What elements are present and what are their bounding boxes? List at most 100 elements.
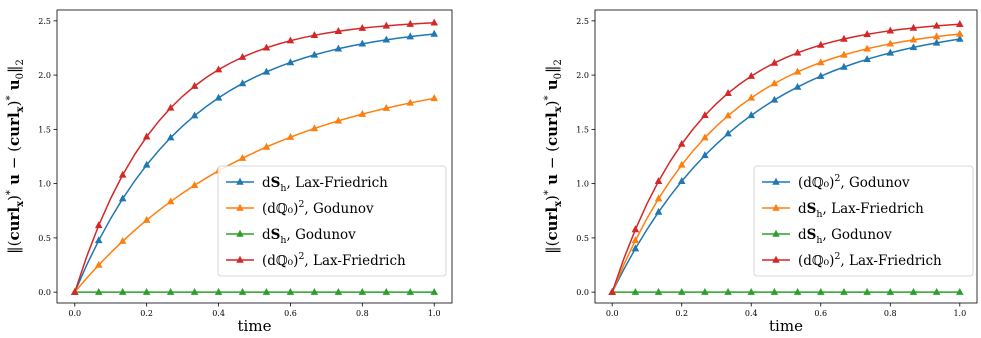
x-tick-label: 0.2 — [140, 309, 153, 318]
data-point — [747, 71, 756, 79]
data-point — [840, 62, 848, 70]
legend-entry: (dℚ₀)2, Godunov — [762, 173, 910, 191]
legend-entry: (dℚ₀)2, Lax-Friedrich — [226, 251, 406, 269]
data-point — [334, 44, 343, 52]
data-point — [816, 40, 825, 48]
data-point — [142, 160, 151, 168]
y-tick-label: 0.5 — [576, 234, 589, 243]
legend-entry: (dℚ₀)2, Lax-Friedrich — [762, 251, 942, 269]
data-point — [677, 139, 686, 147]
y-tick-label: 1.5 — [576, 125, 589, 134]
data-point — [286, 132, 295, 140]
data-point — [334, 116, 343, 124]
series-2 — [70, 287, 439, 295]
data-point — [863, 44, 871, 52]
data-point — [214, 287, 223, 295]
legend-marker — [772, 177, 780, 185]
data-point — [238, 79, 247, 87]
data-point — [677, 160, 686, 168]
y-tick-label: 1.0 — [576, 180, 589, 189]
data-point — [863, 287, 871, 295]
series-line — [611, 38, 960, 293]
data-point — [118, 236, 127, 244]
data-point — [608, 287, 616, 295]
data-point — [166, 133, 175, 141]
data-point — [793, 67, 802, 75]
data-point — [886, 26, 895, 34]
data-point — [334, 287, 343, 295]
data-point — [724, 111, 732, 119]
data-point — [747, 287, 756, 295]
legend-entry: dSh, Godunov — [762, 227, 892, 246]
data-point — [118, 194, 127, 202]
data-point — [886, 39, 895, 47]
data-point — [310, 50, 319, 58]
series-line — [611, 33, 960, 293]
data-point — [770, 58, 779, 66]
data-point — [816, 71, 825, 79]
data-point — [358, 39, 367, 47]
y-tick-label: 2.0 — [576, 71, 589, 80]
data-point — [190, 287, 199, 295]
data-point — [166, 103, 175, 111]
data-point — [701, 287, 709, 295]
data-point — [142, 215, 151, 223]
legend-marker — [772, 203, 780, 211]
data-point — [701, 151, 709, 159]
data-point — [863, 30, 871, 38]
data-point — [142, 132, 151, 140]
x-tick-label: 0.8 — [884, 309, 897, 318]
data-point — [956, 29, 964, 37]
data-point — [816, 287, 825, 295]
data-point — [793, 287, 802, 295]
y-tick-label: 0.0 — [38, 288, 51, 297]
plot-frame — [594, 9, 978, 304]
x-axis-label: time — [238, 317, 272, 335]
data-point — [654, 194, 663, 202]
legend-label: (dℚ₀)2, Godunov — [798, 173, 910, 191]
data-point — [310, 124, 319, 132]
legend-label: (dℚ₀)2, Godunov — [262, 199, 374, 217]
data-point — [770, 95, 779, 103]
data-point — [166, 287, 175, 295]
data-point — [932, 21, 941, 29]
data-point — [654, 287, 663, 295]
legend-marker — [236, 177, 244, 185]
data-point — [677, 177, 686, 184]
data-point — [654, 207, 663, 215]
legend-label: dSh, Godunov — [798, 227, 892, 246]
data-point — [334, 27, 343, 34]
legend-marker — [772, 255, 780, 263]
data-point — [956, 20, 964, 27]
x-tick-label: 0.2 — [675, 309, 688, 318]
data-point — [214, 93, 223, 101]
y-axis-label: ‖(curlx)* u − (curlx)* u0‖2 — [543, 59, 564, 254]
legend-label: (dℚ₀)2, Lax-Friedrich — [798, 251, 942, 269]
data-point — [770, 287, 779, 295]
chart-left: 0.0 0.2 0.4 0.6 0.8 1.0 0.0 0.5 1.0 1.5 2.0 2.5 time… — [5, 9, 453, 335]
data-point — [118, 170, 127, 178]
data-point — [701, 111, 709, 119]
series-line — [611, 23, 960, 293]
data-point — [94, 236, 103, 244]
data-point — [118, 287, 127, 295]
data-point — [886, 287, 895, 295]
data-point — [909, 43, 918, 51]
legend-entry: (dℚ₀)2, Godunov — [226, 199, 374, 217]
data-point — [631, 236, 640, 244]
legend-label: dSh, Godunov — [262, 227, 356, 246]
data-point — [382, 21, 391, 29]
series-line — [74, 22, 435, 293]
data-point — [430, 94, 439, 102]
data-point — [724, 89, 732, 96]
data-point — [840, 34, 848, 42]
data-point — [701, 133, 709, 141]
data-point — [654, 177, 663, 185]
data-point — [238, 52, 247, 60]
data-point — [724, 287, 732, 295]
data-point — [190, 81, 199, 89]
data-point — [142, 287, 151, 295]
data-point — [94, 221, 103, 229]
data-point — [310, 31, 319, 39]
